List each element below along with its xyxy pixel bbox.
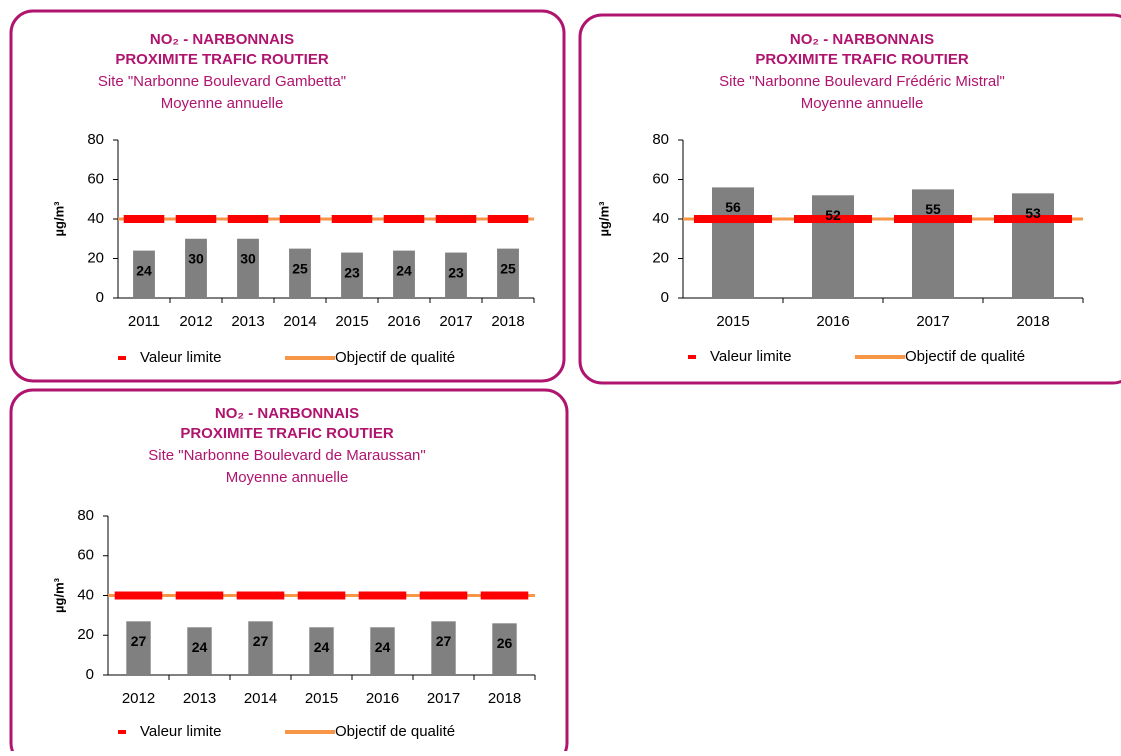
chart-title: PROXIMITE TRAFIC ROUTIER	[755, 51, 969, 68]
data-label: 27	[253, 633, 269, 649]
data-label: 25	[292, 260, 308, 276]
data-label: 27	[436, 633, 452, 649]
bar	[812, 195, 854, 298]
bar	[237, 238, 259, 298]
data-label: 24	[375, 639, 391, 655]
data-label: 52	[825, 207, 841, 223]
y-tick-label: 40	[87, 210, 104, 227]
chart-subtitle: Site "Narbonne Boulevard de Maraussan"	[148, 447, 425, 464]
data-label: 30	[188, 250, 204, 266]
bar	[126, 621, 151, 675]
bar	[309, 627, 334, 675]
bar	[431, 621, 456, 675]
y-tick-label: 40	[652, 210, 669, 227]
y-tick-label: 60	[77, 547, 94, 564]
chart-subtitle: Moyenne annuelle	[801, 95, 924, 112]
y-tick-label: 20	[87, 249, 104, 266]
y-tick-label: 20	[77, 626, 94, 643]
x-tick-label: 2017	[427, 690, 460, 707]
y-axis-label: µg/m³	[596, 201, 611, 237]
x-tick-label: 2018	[1016, 313, 1049, 330]
x-tick-label: 2015	[305, 690, 338, 707]
bar	[912, 189, 954, 298]
x-tick-label: 2013	[231, 313, 264, 330]
chart-subtitle: Site "Narbonne Boulevard Frédéric Mistra…	[719, 73, 1005, 90]
chart-title: NO₂ - NARBONNAIS	[150, 31, 294, 48]
x-tick-label: 2015	[716, 313, 749, 330]
chart-title: PROXIMITE TRAFIC ROUTIER	[180, 425, 394, 442]
x-tick-label: 2014	[283, 313, 316, 330]
chart-frame	[9, 9, 566, 383]
data-label: 27	[131, 633, 147, 649]
bar	[393, 250, 415, 298]
y-tick-label: 20	[652, 249, 669, 266]
bar	[289, 248, 311, 298]
data-label: 23	[344, 264, 360, 280]
y-tick-label: 0	[86, 666, 94, 683]
data-label: 55	[925, 201, 941, 217]
data-label: 24	[136, 262, 152, 278]
chart-subtitle: Moyenne annuelle	[161, 95, 284, 112]
x-tick-label: 2016	[816, 313, 849, 330]
y-tick-label: 80	[77, 507, 94, 524]
data-label: 23	[448, 264, 464, 280]
data-label: 25	[500, 260, 516, 276]
y-tick-label: 60	[87, 170, 104, 187]
bar	[133, 250, 155, 298]
x-tick-label: 2011	[128, 313, 160, 330]
bar	[248, 621, 273, 675]
x-tick-label: 2014	[244, 690, 277, 707]
data-label: 24	[396, 262, 412, 278]
data-label: 56	[725, 199, 741, 215]
data-label: 53	[1025, 205, 1041, 221]
x-tick-label: 2017	[439, 313, 472, 330]
x-tick-label: 2016	[387, 313, 420, 330]
x-tick-label: 2015	[335, 313, 368, 330]
legend-label: Valeur limite	[140, 349, 221, 366]
x-tick-label: 2018	[491, 313, 524, 330]
y-tick-label: 80	[652, 131, 669, 148]
bar	[497, 248, 519, 298]
chart-subtitle: Site "Narbonne Boulevard Gambetta"	[98, 73, 346, 90]
y-axis-label: µg/m³	[51, 201, 66, 237]
data-label: 24	[192, 639, 208, 655]
bar	[370, 627, 395, 675]
y-tick-label: 0	[661, 289, 669, 306]
bar	[187, 627, 212, 675]
legend-label: Objectif de qualité	[335, 723, 455, 740]
chart-frame	[9, 388, 569, 756]
y-tick-label: 40	[77, 586, 94, 603]
y-tick-label: 60	[652, 170, 669, 187]
chart-subtitle: Moyenne annuelle	[226, 469, 349, 486]
bar	[1012, 193, 1054, 298]
x-tick-label: 2017	[916, 313, 949, 330]
x-tick-label: 2016	[366, 690, 399, 707]
x-tick-label: 2012	[122, 690, 155, 707]
x-tick-label: 2013	[183, 690, 216, 707]
bar	[445, 252, 467, 298]
chart-title: NO₂ - NARBONNAIS	[215, 405, 359, 422]
legend-label: Objectif de qualité	[335, 349, 455, 366]
y-axis-label: µg/m³	[51, 577, 66, 613]
data-label: 26	[497, 635, 513, 651]
x-tick-label: 2018	[488, 690, 521, 707]
legend-label: Valeur limite	[710, 348, 791, 365]
bar	[712, 187, 754, 298]
bar	[341, 252, 363, 298]
chart-title: NO₂ - NARBONNAIS	[790, 31, 934, 48]
y-tick-label: 80	[87, 131, 104, 148]
x-tick-label: 2012	[179, 313, 212, 330]
data-label: 30	[240, 250, 256, 266]
bar	[185, 238, 207, 298]
chart-title: PROXIMITE TRAFIC ROUTIER	[115, 51, 329, 68]
legend-label: Objectif de qualité	[905, 348, 1025, 365]
bar	[492, 623, 517, 675]
chart-frame	[578, 13, 1121, 385]
data-label: 24	[314, 639, 330, 655]
y-tick-label: 0	[96, 289, 104, 306]
legend-label: Valeur limite	[140, 723, 221, 740]
